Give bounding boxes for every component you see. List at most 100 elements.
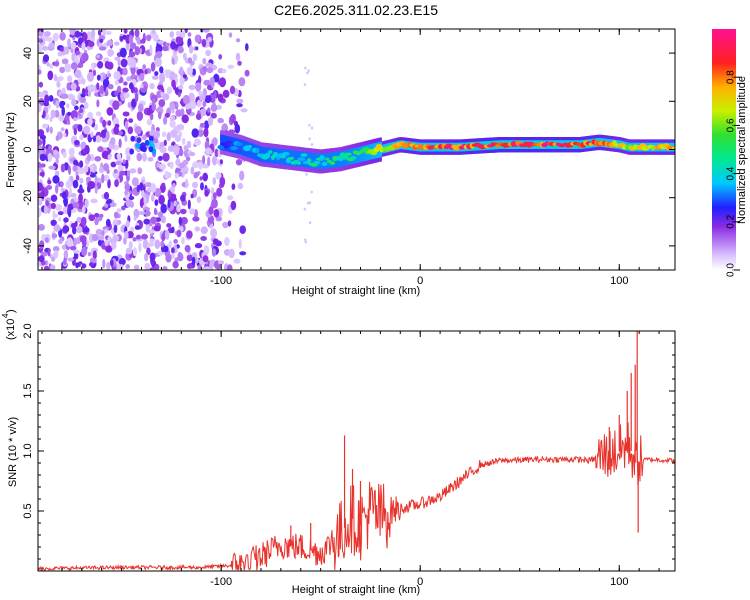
- noise-blob: [207, 36, 212, 43]
- noise-blob: [158, 163, 166, 170]
- noise-blob: [170, 41, 177, 50]
- noise-blob: [82, 32, 88, 42]
- noise-blob: [63, 196, 68, 207]
- colorbar-tick-label: 0.6: [726, 118, 737, 132]
- noise-blob: [215, 240, 222, 247]
- noise-blob: [105, 245, 113, 253]
- noise-blob: [88, 262, 95, 267]
- noise-blob: [117, 219, 122, 225]
- ridge-core: [297, 157, 306, 162]
- noise-blob: [62, 225, 70, 233]
- noise-blob: [210, 112, 217, 119]
- noise-blob: [154, 187, 162, 198]
- noise-blob: [90, 153, 95, 162]
- noise-blob: [60, 163, 66, 173]
- noise-blob: [51, 256, 55, 262]
- noise-blob: [71, 98, 77, 107]
- noise-blob: [124, 190, 128, 196]
- noise-blob: [171, 73, 178, 79]
- noise-blob: [91, 234, 99, 242]
- noise-blob: [206, 67, 214, 74]
- noise-blob: [116, 153, 122, 159]
- noise-blob: [124, 183, 131, 192]
- noise-blob: [162, 152, 170, 162]
- noise-blob: [48, 165, 56, 170]
- noise-blob: [113, 224, 118, 233]
- noise-blob: [47, 70, 54, 81]
- noise-blob: [103, 163, 110, 172]
- noise-blob: [61, 191, 67, 200]
- noise-blob: [154, 71, 159, 76]
- y-tick-label: -40: [22, 238, 34, 254]
- noise-blob: [42, 110, 46, 118]
- noise-blob: [54, 149, 58, 156]
- noise-blob: [186, 66, 193, 75]
- noise-blob: [38, 31, 44, 37]
- noise-blob: [68, 165, 71, 175]
- noise-blob: [193, 138, 201, 146]
- noise-blob: [203, 127, 209, 138]
- noise-blob: [155, 107, 162, 113]
- x-tick-label: 0: [417, 576, 423, 588]
- noise-blob: [50, 109, 56, 119]
- noise-blob: [170, 193, 177, 200]
- noise-blob: [119, 47, 127, 58]
- noise-blob: [147, 157, 154, 162]
- noise-blob: [91, 62, 95, 72]
- noise-blob: [104, 203, 109, 208]
- ridge-core: [325, 157, 330, 161]
- noise-blob: [120, 58, 128, 68]
- noise-blob: [38, 64, 41, 71]
- noise-blob: [47, 152, 53, 163]
- noise-blob: [310, 126, 314, 130]
- noise-blob: [45, 185, 53, 190]
- noise-blob: [159, 73, 166, 83]
- noise-blob: [182, 94, 190, 105]
- noise-blob: [88, 214, 96, 222]
- noise-blob: [157, 40, 165, 45]
- noise-blob: [205, 62, 213, 67]
- noise-blob: [74, 69, 82, 79]
- noise-blob: [125, 264, 130, 269]
- ridge-core: [306, 158, 312, 164]
- noise-blob: [50, 219, 57, 226]
- noise-blob: [50, 194, 58, 202]
- noise-blob: [73, 117, 77, 122]
- noise-blob: [217, 260, 225, 265]
- noise-blob: [144, 210, 151, 217]
- noise-blob: [182, 74, 187, 79]
- noise-blob: [136, 111, 144, 121]
- noise-blob: [310, 190, 313, 194]
- noise-blob: [72, 226, 77, 235]
- noise-blob: [115, 160, 122, 165]
- noise-blob: [236, 103, 243, 108]
- spectrogram-panel: -100 0 100 -40 -20 0 20 40 Height of straight l…: [5, 28, 676, 297]
- noise-blob: [198, 161, 203, 170]
- noise-blob: [101, 150, 110, 159]
- noise-blob: [129, 168, 137, 174]
- noise-blob: [176, 204, 181, 213]
- noise-blob: [134, 125, 142, 135]
- noise-blob: [139, 73, 145, 81]
- noise-blob: [202, 57, 207, 65]
- noise-blob: [119, 170, 126, 176]
- noise-blob: [142, 134, 147, 141]
- noise-blob: [174, 54, 178, 65]
- early-feature: [130, 135, 136, 142]
- noise-blob: [151, 75, 159, 80]
- ridge-band: [304, 152, 307, 168]
- ridge-core: [329, 161, 336, 165]
- noise-blob: [164, 112, 170, 118]
- ridge-core: [486, 144, 494, 148]
- noise-blob: [207, 156, 211, 167]
- noise-blob: [192, 256, 196, 266]
- noise-blob: [188, 151, 196, 157]
- noise-blob: [158, 194, 165, 205]
- noise-blob: [226, 195, 234, 201]
- noise-blob: [162, 45, 169, 52]
- noise-blob: [59, 101, 64, 109]
- noise-blob: [66, 237, 74, 248]
- noise-blob: [125, 41, 130, 51]
- noise-blob: [161, 233, 166, 242]
- noise-blob: [131, 177, 139, 187]
